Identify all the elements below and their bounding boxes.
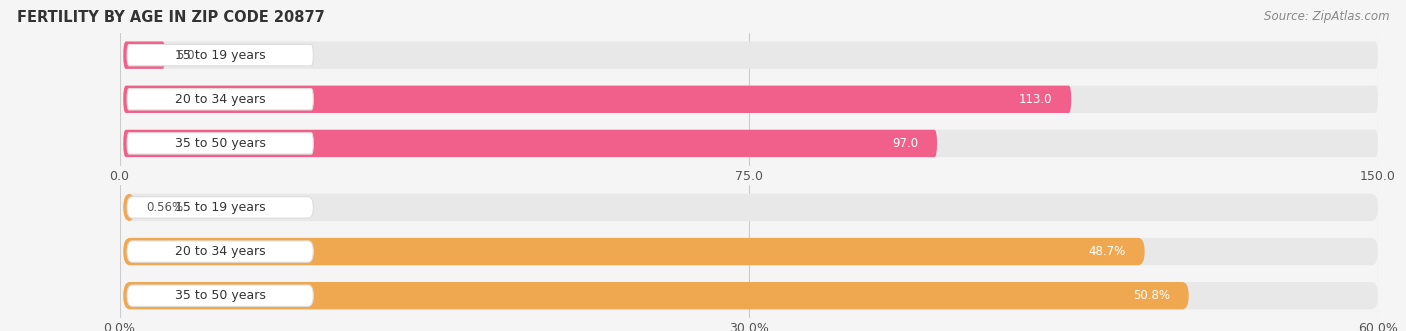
Text: Source: ZipAtlas.com: Source: ZipAtlas.com <box>1264 10 1389 23</box>
FancyBboxPatch shape <box>124 41 166 69</box>
FancyBboxPatch shape <box>124 41 1378 69</box>
Text: 20 to 34 years: 20 to 34 years <box>174 245 266 258</box>
FancyBboxPatch shape <box>124 238 1144 265</box>
FancyBboxPatch shape <box>124 194 1378 221</box>
FancyBboxPatch shape <box>124 282 1188 309</box>
Text: 48.7%: 48.7% <box>1088 245 1126 258</box>
FancyBboxPatch shape <box>124 194 135 221</box>
Text: 35 to 50 years: 35 to 50 years <box>174 137 266 150</box>
FancyBboxPatch shape <box>127 241 314 262</box>
FancyBboxPatch shape <box>127 44 314 66</box>
FancyBboxPatch shape <box>124 282 1378 309</box>
Text: 15 to 19 years: 15 to 19 years <box>174 201 266 214</box>
FancyBboxPatch shape <box>124 86 1378 113</box>
FancyBboxPatch shape <box>124 86 1071 113</box>
Text: FERTILITY BY AGE IN ZIP CODE 20877: FERTILITY BY AGE IN ZIP CODE 20877 <box>17 10 325 25</box>
Text: 35 to 50 years: 35 to 50 years <box>174 289 266 302</box>
Text: 20 to 34 years: 20 to 34 years <box>174 93 266 106</box>
FancyBboxPatch shape <box>127 197 314 218</box>
FancyBboxPatch shape <box>127 285 314 307</box>
Text: 5.0: 5.0 <box>177 49 195 62</box>
FancyBboxPatch shape <box>124 238 1378 265</box>
Text: 113.0: 113.0 <box>1019 93 1052 106</box>
Text: 0.56%: 0.56% <box>146 201 183 214</box>
FancyBboxPatch shape <box>124 130 936 157</box>
Text: 15 to 19 years: 15 to 19 years <box>174 49 266 62</box>
FancyBboxPatch shape <box>127 133 314 154</box>
Text: 50.8%: 50.8% <box>1133 289 1170 302</box>
Text: 97.0: 97.0 <box>891 137 918 150</box>
FancyBboxPatch shape <box>127 89 314 110</box>
FancyBboxPatch shape <box>124 130 1378 157</box>
